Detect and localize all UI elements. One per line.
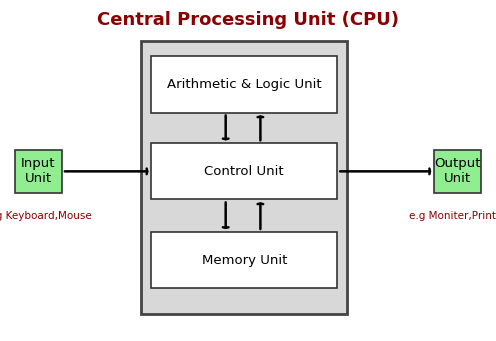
Bar xyxy=(151,232,337,288)
Text: Arithmetic & Logic Unit: Arithmetic & Logic Unit xyxy=(167,78,321,91)
Text: Control Unit: Control Unit xyxy=(204,165,284,178)
Text: e.g Keyboard,Mouse: e.g Keyboard,Mouse xyxy=(0,211,91,221)
Bar xyxy=(434,150,481,193)
Bar xyxy=(141,41,347,314)
Bar xyxy=(151,143,337,199)
Text: Input
Unit: Input Unit xyxy=(21,157,56,186)
Text: Output
Unit: Output Unit xyxy=(434,157,481,186)
Bar xyxy=(151,56,337,113)
Text: Central Processing Unit (CPU): Central Processing Unit (CPU) xyxy=(97,12,399,29)
Text: e.g Moniter,Printer: e.g Moniter,Printer xyxy=(409,211,496,221)
Bar xyxy=(15,150,62,193)
Text: Memory Unit: Memory Unit xyxy=(201,253,287,267)
